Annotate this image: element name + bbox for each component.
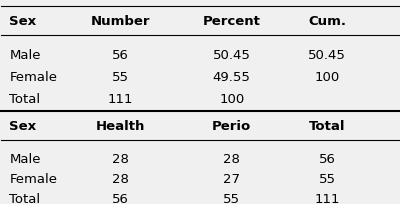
Text: 50.45: 50.45 [213,49,251,62]
Text: 27: 27 [223,172,240,185]
Text: Total: Total [9,192,40,204]
Text: 56: 56 [112,49,129,62]
Text: Health: Health [96,120,145,132]
Text: Male: Male [9,49,41,62]
Text: 111: 111 [108,92,133,105]
Text: Sex: Sex [9,15,36,28]
Text: 50.45: 50.45 [308,49,346,62]
Text: Number: Number [91,15,150,28]
Text: Perio: Perio [212,120,252,132]
Text: 49.55: 49.55 [213,71,251,84]
Text: Male: Male [9,152,41,165]
Text: 55: 55 [112,71,129,84]
Text: Total: Total [309,120,345,132]
Text: 56: 56 [319,152,336,165]
Text: 100: 100 [314,71,340,84]
Text: Sex: Sex [9,120,36,132]
Text: 28: 28 [112,172,129,185]
Text: Percent: Percent [203,15,261,28]
Text: 55: 55 [319,172,336,185]
Text: Cum.: Cum. [308,15,346,28]
Text: 100: 100 [219,92,244,105]
Text: 28: 28 [223,152,240,165]
Text: Total: Total [9,92,40,105]
Text: 56: 56 [112,192,129,204]
Text: 28: 28 [112,152,129,165]
Text: Female: Female [9,71,57,84]
Text: Female: Female [9,172,57,185]
Text: 111: 111 [314,192,340,204]
Text: 55: 55 [223,192,240,204]
